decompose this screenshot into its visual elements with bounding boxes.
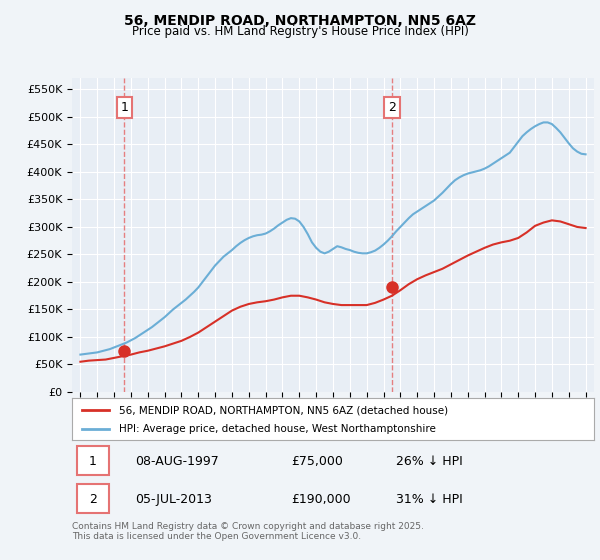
Text: 05-JUL-2013: 05-JUL-2013: [134, 493, 212, 506]
Text: 08-AUG-1997: 08-AUG-1997: [134, 455, 218, 468]
Text: 56, MENDIP ROAD, NORTHAMPTON, NN5 6AZ: 56, MENDIP ROAD, NORTHAMPTON, NN5 6AZ: [124, 14, 476, 28]
Text: 26% ↓ HPI: 26% ↓ HPI: [395, 455, 463, 468]
Text: 56, MENDIP ROAD, NORTHAMPTON, NN5 6AZ (detached house): 56, MENDIP ROAD, NORTHAMPTON, NN5 6AZ (d…: [119, 405, 448, 415]
Text: Price paid vs. HM Land Registry's House Price Index (HPI): Price paid vs. HM Land Registry's House …: [131, 25, 469, 38]
Text: £190,000: £190,000: [291, 493, 351, 506]
Text: 2: 2: [388, 101, 396, 114]
Text: 31% ↓ HPI: 31% ↓ HPI: [395, 493, 463, 506]
FancyBboxPatch shape: [77, 484, 109, 513]
Text: 1: 1: [120, 101, 128, 114]
Text: HPI: Average price, detached house, West Northamptonshire: HPI: Average price, detached house, West…: [119, 424, 436, 434]
Text: 1: 1: [89, 455, 97, 468]
Text: 2: 2: [89, 493, 97, 506]
FancyBboxPatch shape: [77, 446, 109, 475]
Text: £75,000: £75,000: [291, 455, 343, 468]
Text: Contains HM Land Registry data © Crown copyright and database right 2025.
This d: Contains HM Land Registry data © Crown c…: [72, 522, 424, 542]
